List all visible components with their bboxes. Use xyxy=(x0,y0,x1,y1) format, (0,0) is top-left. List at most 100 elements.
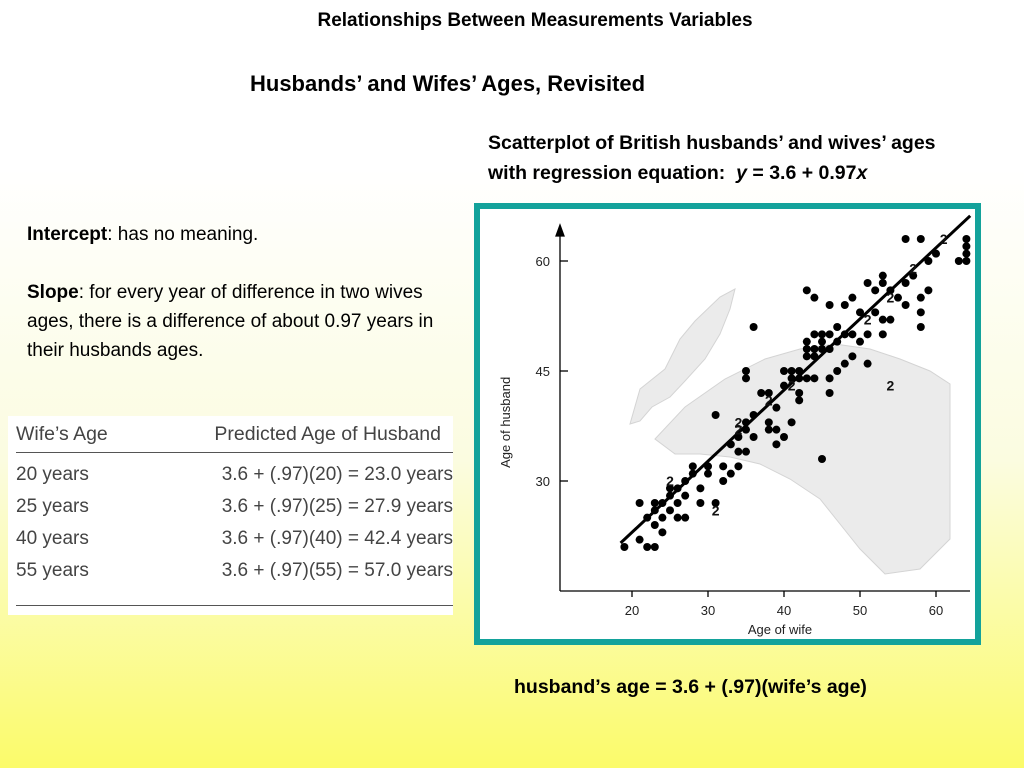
data-point xyxy=(848,293,857,302)
repeated-point-label: 2 xyxy=(909,260,917,276)
data-point xyxy=(749,411,758,419)
data-point xyxy=(658,499,667,507)
data-point xyxy=(840,359,849,368)
data-point xyxy=(818,337,826,346)
data-point xyxy=(688,462,697,471)
data-point xyxy=(962,235,971,243)
data-point xyxy=(742,447,750,456)
data-point xyxy=(833,367,842,375)
data-point xyxy=(719,462,728,471)
x-tick-label: 60 xyxy=(929,603,943,618)
data-point xyxy=(833,337,842,346)
data-point xyxy=(787,367,796,375)
data-point xyxy=(802,374,811,383)
data-point xyxy=(916,323,925,331)
data-point xyxy=(764,418,773,427)
chart-caption: Scatterplot of British husbands’ and wiv… xyxy=(488,128,1013,188)
data-point xyxy=(681,477,690,485)
data-point xyxy=(711,499,720,507)
y-axis-arrow xyxy=(555,223,565,237)
repeated-point-label: 2 xyxy=(765,392,773,408)
table-row: 55 years 3.6 + (.97)(55) = 57.0 years xyxy=(16,555,453,587)
data-point xyxy=(666,506,674,515)
repeated-point-label: 2 xyxy=(887,290,895,306)
data-point xyxy=(726,440,735,449)
data-point xyxy=(650,521,659,529)
data-point xyxy=(924,257,933,265)
data-point xyxy=(780,381,788,390)
caption-eq-mid: = 3.6 + 0.97 xyxy=(746,162,857,184)
data-point xyxy=(901,279,910,287)
data-point xyxy=(886,286,895,295)
data-point xyxy=(924,286,933,295)
scatterplot-panel: 20 30 40 50 60 30 45 60 Age of wife Age of hus… xyxy=(474,203,981,645)
data-point xyxy=(916,308,925,317)
data-point xyxy=(772,425,781,434)
data-point xyxy=(749,433,758,441)
data-point xyxy=(810,352,819,361)
header-wife-age: Wife’s Age xyxy=(16,416,138,453)
y-tick-label: 30 xyxy=(536,474,550,489)
data-point xyxy=(780,433,788,441)
data-point xyxy=(810,345,819,353)
caption-line-1: Scatterplot of British husbands’ and wiv… xyxy=(488,132,936,154)
data-point xyxy=(650,543,659,551)
y-ticks: 30 45 60 xyxy=(536,254,568,489)
data-point xyxy=(764,389,773,397)
x-ticks: 20 30 40 50 60 xyxy=(625,591,943,618)
data-point xyxy=(787,374,796,383)
x-tick-label: 50 xyxy=(853,603,867,618)
cell-wife-age: 55 years xyxy=(16,560,89,581)
data-point xyxy=(704,462,712,471)
data-point xyxy=(909,271,918,280)
repeated-point-label: 2 xyxy=(864,312,872,328)
x-axis-label: Age of wife xyxy=(748,622,812,637)
data-point xyxy=(666,484,674,493)
data-point xyxy=(894,293,902,302)
data-point xyxy=(787,418,796,427)
data-point xyxy=(825,330,834,339)
data-point xyxy=(962,242,971,251)
data-point xyxy=(742,367,750,375)
data-point xyxy=(673,484,682,493)
data-point xyxy=(802,345,811,353)
data-point xyxy=(757,389,766,397)
data-point xyxy=(795,367,804,375)
cell-prediction: 3.6 + (.97)(40) = 42.4 years xyxy=(221,528,453,549)
data-point xyxy=(901,235,910,243)
data-point xyxy=(780,367,788,375)
data-point xyxy=(726,469,735,478)
data-point xyxy=(878,271,887,280)
scatterplot: 20 30 40 50 60 30 45 60 Age of wife Age of hus… xyxy=(498,214,972,637)
slide-subtitle: Husbands’ and Wifes’ Ages, Revisited xyxy=(250,71,646,96)
cell-wife-age: 25 years xyxy=(16,496,89,517)
data-point xyxy=(635,535,644,544)
table-bottom-rule xyxy=(16,605,453,606)
data-point xyxy=(742,374,750,383)
data-point xyxy=(932,249,940,258)
table-header-row: Wife’s Age Predicted Age of Husband xyxy=(16,416,453,453)
data-point xyxy=(878,315,887,324)
data-point xyxy=(871,308,880,317)
data-point xyxy=(688,469,697,478)
header-predicted-age: Predicted Age of Husband xyxy=(137,416,453,453)
data-point xyxy=(810,330,819,339)
regression-formula: husband’s age = 3.6 + (.97)(wife’s age) xyxy=(514,676,867,698)
data-point xyxy=(772,403,781,412)
caption-prefix: with regression equation: xyxy=(488,162,737,184)
data-point xyxy=(643,513,652,522)
data-point xyxy=(650,499,659,507)
data-point xyxy=(863,279,872,287)
x-tick-label: 40 xyxy=(777,603,791,618)
data-point xyxy=(734,433,743,441)
data-point xyxy=(620,543,629,551)
data-point xyxy=(818,345,826,353)
repeated-point-label: 2 xyxy=(735,414,743,430)
data-point xyxy=(818,330,826,339)
data-point xyxy=(863,330,872,339)
data-point xyxy=(871,286,880,295)
data-point xyxy=(916,235,925,243)
data-point xyxy=(802,337,811,346)
data-point xyxy=(954,257,963,265)
